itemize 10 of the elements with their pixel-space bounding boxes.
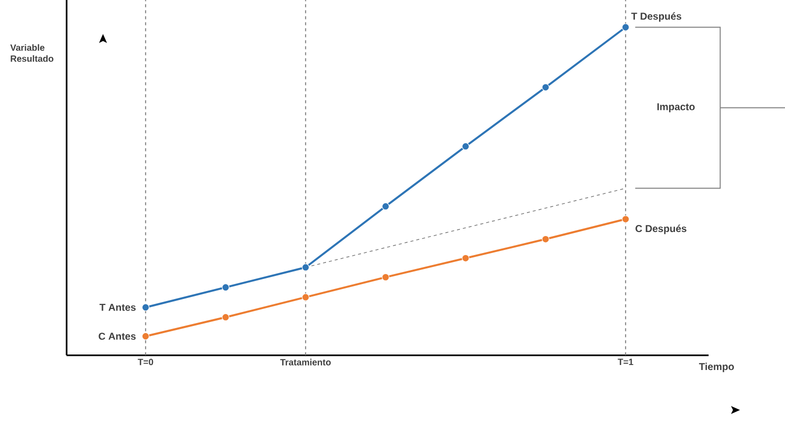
y-axis-title: Variable Resultado [10, 44, 54, 62]
annotation: T Antes [100, 304, 136, 311]
x-axis-title: Tiempo [699, 362, 734, 372]
x-tick-label: T=1 [618, 358, 634, 365]
annotation: C Después [636, 224, 686, 234]
x-tick-label: T=0 [138, 358, 154, 366]
annotation: T Después [631, 12, 682, 22]
x-tick-label: Tratamiento [280, 358, 331, 366]
annotation: Impacto [657, 103, 695, 112]
annotation: C Antes [98, 332, 136, 340]
